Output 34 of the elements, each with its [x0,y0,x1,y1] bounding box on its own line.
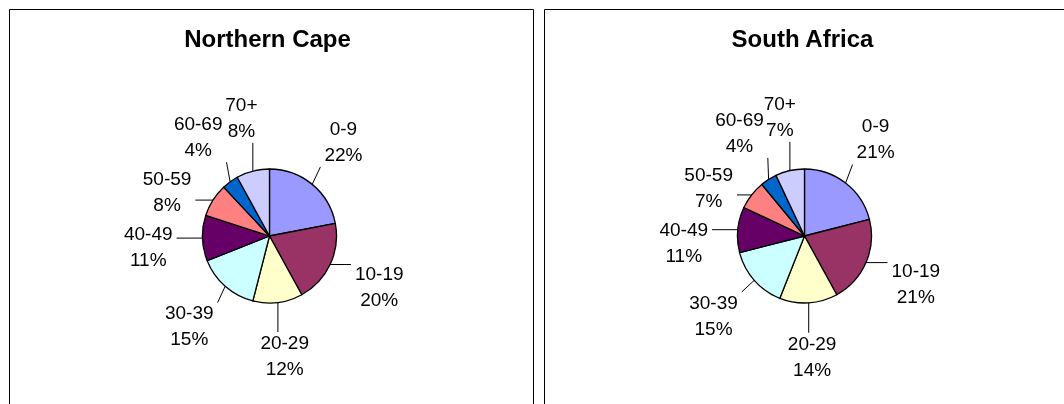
data-label: 15% [694,317,733,339]
slice-label: 70+ [763,92,796,114]
chart-title: Northern Cape [184,25,351,52]
data-label: 11% [129,249,167,271]
slice-label: 20-29 [787,332,837,354]
data-label: 21% [856,141,895,163]
data-label: 8% [153,194,181,216]
data-label: 4% [725,134,754,156]
slice-label: 50-59 [142,168,192,190]
data-label: 22% [324,143,363,165]
data-label: 4% [184,139,213,161]
data-label: 15% [170,328,209,350]
data-label: 11% [665,244,703,266]
slice-label: 10-19 [354,263,404,285]
slice-label: 40-49 [659,218,709,240]
data-label: 8% [227,119,256,141]
data-label: 21% [896,285,935,307]
data-label: 7% [694,189,723,211]
slice-label: 0-9 [861,115,890,137]
slice-label: 60-69 [715,108,764,130]
chart-title: South Africa [731,25,875,52]
slice-label: 50-59 [684,163,733,185]
data-label: 20% [360,289,399,311]
slice-label: 60-69 [173,113,223,135]
slice-label: 20-29 [260,331,310,353]
data-label: 14% [793,358,832,380]
slice-label: 0-9 [329,117,358,139]
slice-label: 10-19 [891,259,941,281]
slice-label: 30-39 [164,302,214,324]
data-label: 7% [766,118,794,140]
data-label: 12% [265,357,304,379]
slice-label: 30-39 [689,291,738,313]
slice-label: 70+ [225,93,258,115]
slice-label: 40-49 [123,223,173,245]
